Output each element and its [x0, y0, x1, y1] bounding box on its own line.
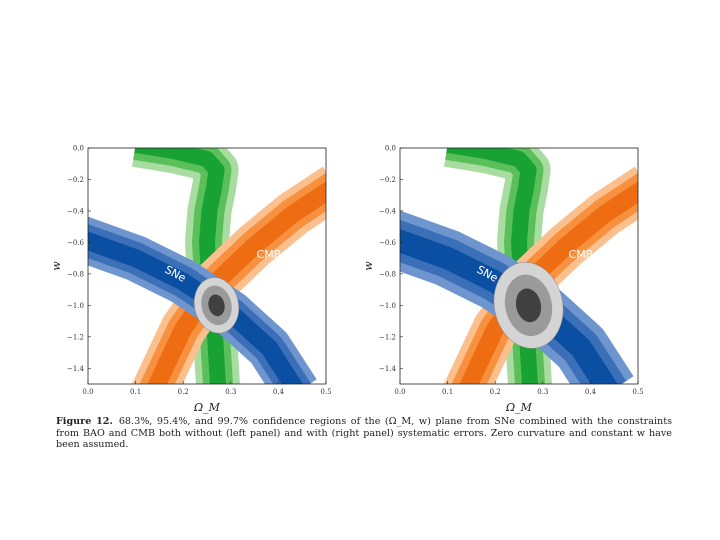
left-xtick-label: 0.0 — [82, 388, 93, 396]
right-xtick-label: 0.5 — [632, 388, 643, 396]
left-label-bao: BAO — [240, 198, 264, 211]
right-label-bao: BAO — [552, 198, 576, 211]
left-ytick-label: −1.4 — [67, 365, 85, 373]
caption-label: Figure 12. — [56, 416, 113, 427]
right-xtick-label: 0.4 — [585, 388, 597, 396]
right-ytick-label: −0.4 — [379, 207, 397, 215]
left-ytick-label: −0.8 — [67, 270, 84, 278]
right-ytick-label: −1.0 — [379, 302, 396, 310]
right-cmb-1sigma — [459, 181, 638, 384]
right-plot-area — [400, 148, 638, 384]
figure-caption: Figure 12. 68.3%, 95.4%, and 99.7% confid… — [56, 416, 672, 451]
left-xtick-label: 0.4 — [273, 388, 285, 396]
left-ytick-label: −0.6 — [67, 239, 85, 247]
left-xtick-label: 0.5 — [320, 388, 331, 396]
left-ytick-label: −0.2 — [67, 176, 84, 184]
left-ytick-label: −1.0 — [67, 302, 84, 310]
right-ytick-label: 0.0 — [385, 145, 396, 153]
caption-text: 68.3%, 95.4%, and 99.7% confidence regio… — [56, 416, 672, 450]
right-panel-plot: BAO CMB SNe 0.0 0.1 0.2 0.3 0.4 0.5 0.0 −0.2 −0.4 −0… — [362, 140, 644, 415]
right-xtick-label: 0.1 — [442, 388, 453, 396]
left-cmb-1sigma — [147, 181, 326, 384]
left-plot-area — [88, 148, 326, 384]
left-ytick-label: −0.4 — [67, 207, 85, 215]
right-ytick-label: −0.8 — [379, 270, 396, 278]
left-combined-1sigma — [208, 294, 225, 317]
right-xtick-label: 0.0 — [394, 388, 405, 396]
right-ytick-label: −0.2 — [379, 176, 396, 184]
right-ylabel: w — [362, 261, 375, 271]
right-xtick-label: 0.2 — [490, 388, 501, 396]
left-xtick-label: 0.2 — [178, 388, 189, 396]
right-ytick-label: −1.4 — [379, 365, 397, 373]
right-combined-1sigma — [515, 288, 542, 323]
left-panel-plot: BAO CMB SNe 0.0 0.1 0.2 0.3 0.4 0.5 0.0 −0.2 −0.4 −0… — [50, 140, 332, 415]
left-ytick-label: −1.2 — [67, 333, 84, 341]
left-frame — [87, 147, 327, 385]
right-ytick-label: −1.2 — [379, 333, 396, 341]
left-xlabel: Ω_M — [193, 401, 221, 414]
right-ytick-label: −0.6 — [379, 239, 397, 247]
left-ylabel: w — [50, 261, 63, 271]
right-frame — [399, 147, 639, 385]
left-label-cmb: CMB — [257, 248, 282, 261]
left-ytick-label: 0.0 — [73, 145, 84, 153]
left-bao-1sigma — [134, 148, 226, 384]
left-xtick-label: 0.1 — [130, 388, 141, 396]
right-xtick-label: 0.3 — [537, 388, 548, 396]
left-xtick-label: 0.3 — [225, 388, 236, 396]
right-label-cmb: CMB — [569, 248, 594, 261]
right-xlabel: Ω_M — [505, 401, 533, 414]
